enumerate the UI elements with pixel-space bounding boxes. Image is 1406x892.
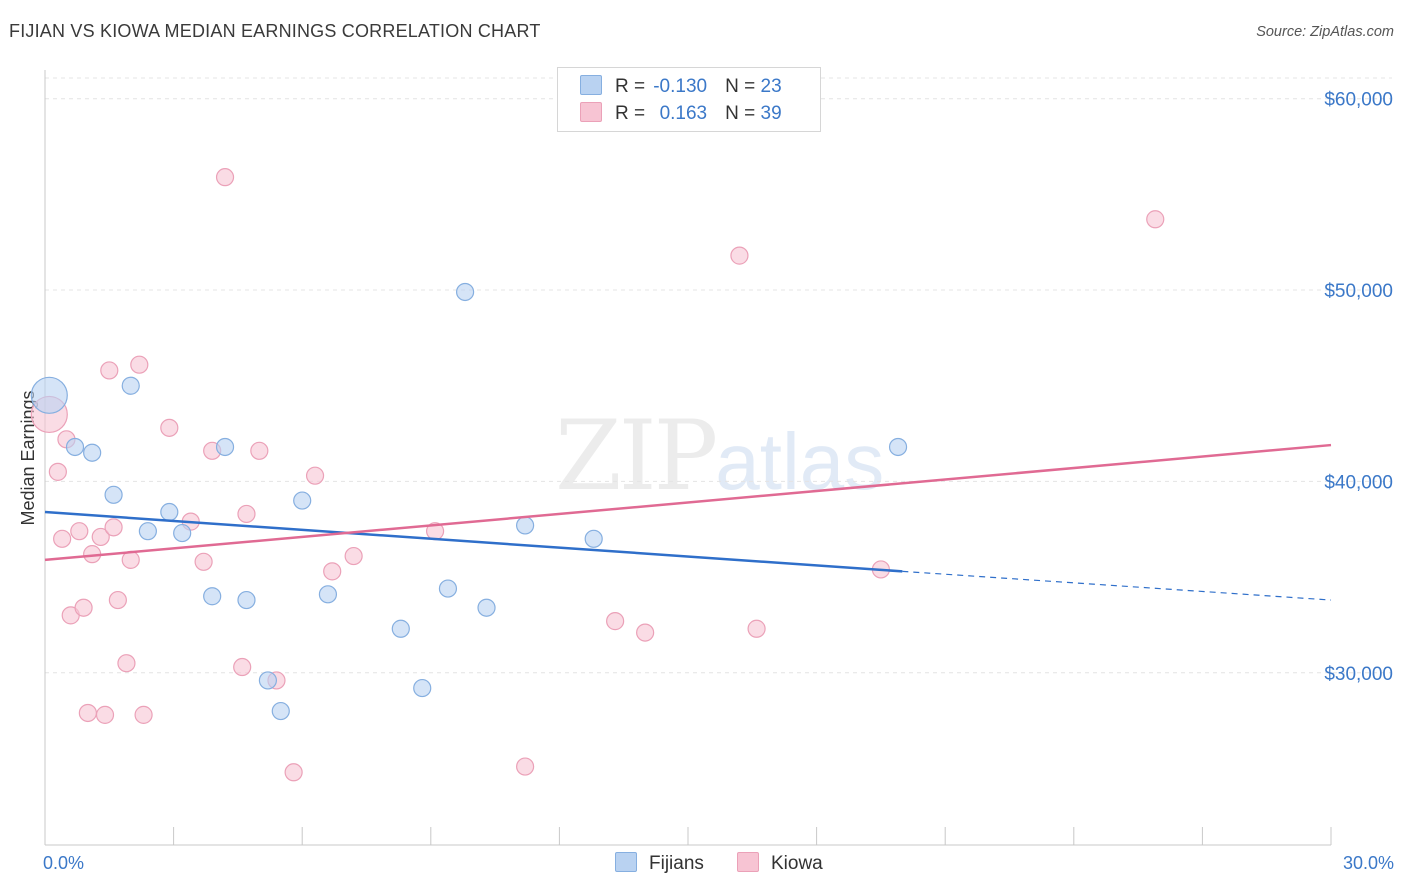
chart-title: FIJIAN VS KIOWA MEDIAN EARNINGS CORRELAT… [9, 21, 541, 41]
fijians-point [160, 502, 179, 522]
kiowa-point [91, 527, 110, 547]
source-label: Source: ZipAtlas.com [1256, 24, 1394, 40]
kiowa-point [48, 462, 67, 481]
legend-r-label: R = [615, 103, 646, 124]
kiowa-legend-label: Kiowa [771, 853, 823, 874]
kiowa-point [78, 703, 97, 723]
fijians-point [516, 516, 535, 535]
fijians-point [30, 376, 68, 414]
kiowa-point [130, 355, 149, 374]
kiowa-legend-swatch [737, 852, 759, 872]
fijians-point [65, 437, 85, 457]
kiowa-point [305, 466, 325, 485]
kiowa-point [53, 529, 72, 548]
kiowa-point [237, 504, 256, 524]
fijians-trend-line [44, 510, 903, 573]
fijians-point [258, 671, 278, 690]
fijians-point [318, 585, 338, 604]
fijians-point [391, 619, 410, 638]
watermark: ZIPatlas [555, 400, 884, 512]
kiowa-trend-line [44, 443, 1332, 562]
legend-row-kiowa: R = 0.163 N = 39 [580, 102, 782, 128]
legend-item-kiowa[interactable]: Kiowa [737, 852, 823, 875]
kiowa-point [134, 705, 153, 724]
fijians-point [438, 579, 458, 598]
x-tick-label: 0.0% [43, 853, 84, 873]
kiowa-point [730, 246, 749, 265]
fijians-point [173, 523, 192, 543]
legend-r-value: -0.130 [653, 76, 708, 97]
kiowa-point [344, 546, 363, 566]
kiowa-point [233, 657, 252, 677]
legend-n-label: N = [725, 103, 756, 124]
fijians-point [584, 529, 603, 548]
kiowa-point [747, 619, 766, 638]
watermark-zip: ZIP [555, 400, 718, 512]
fijians-point [121, 376, 140, 395]
kiowa-point [516, 757, 535, 776]
kiowa-point [1146, 210, 1165, 229]
kiowa-point [250, 441, 269, 460]
kiowa-point [74, 598, 93, 617]
kiowa-point [104, 518, 123, 537]
kiowa-point [117, 654, 136, 673]
fijians-point [203, 587, 222, 606]
kiowa-point [70, 522, 89, 541]
kiowa-point [606, 612, 625, 631]
kiowa-point [284, 763, 303, 782]
kiowa-swatch [580, 102, 602, 122]
y-tick-label: $50,000 [1324, 281, 1393, 302]
kiowa-point [194, 552, 213, 571]
y-tick-label: $60,000 [1324, 90, 1393, 111]
watermark-atlas: atlas [715, 417, 885, 506]
legend-r-value: 0.163 [659, 103, 708, 124]
kiowa-point [323, 562, 342, 581]
fijians-swatch [580, 75, 602, 95]
legend-item-fijians[interactable]: Fijians [615, 852, 704, 875]
fijians-legend-label: Fijians [649, 853, 704, 874]
y-tick-label: $30,000 [1324, 664, 1393, 685]
fijians-point [215, 437, 235, 457]
legend-row-fijians: R = -0.130 N = 23 [580, 75, 782, 101]
fijians-point [477, 598, 496, 617]
legend-n-value: 23 [760, 76, 782, 97]
fijians-point [138, 522, 157, 541]
legend-n-value: 39 [760, 103, 782, 124]
fijians-point [413, 678, 432, 698]
kiowa-point [636, 623, 655, 642]
correlation-legend: R = -0.130 N = 23 R = 0.163 N = 39 [557, 67, 821, 132]
y-tick-label: $40,000 [1324, 472, 1393, 493]
kiowa-point [215, 168, 235, 187]
fijians-point [888, 437, 908, 457]
legend-n-label: N = [725, 76, 756, 97]
y-axis-label: Median Earnings [18, 390, 38, 525]
fijians-point [293, 491, 312, 510]
fijians-legend-swatch [615, 852, 637, 872]
fijians-point [104, 485, 123, 504]
fijians-trend-extension [902, 570, 1332, 601]
legend-r-label: R = [615, 76, 646, 97]
fijians-point [83, 443, 102, 462]
kiowa-point [108, 590, 127, 610]
kiowa-point [95, 705, 115, 724]
kiowa-point [160, 418, 179, 437]
fijians-point [271, 701, 290, 721]
fijians-point [237, 590, 256, 610]
kiowa-point [100, 361, 119, 380]
x-tick-label: 30.0% [1343, 853, 1394, 873]
fijians-point [455, 282, 475, 302]
